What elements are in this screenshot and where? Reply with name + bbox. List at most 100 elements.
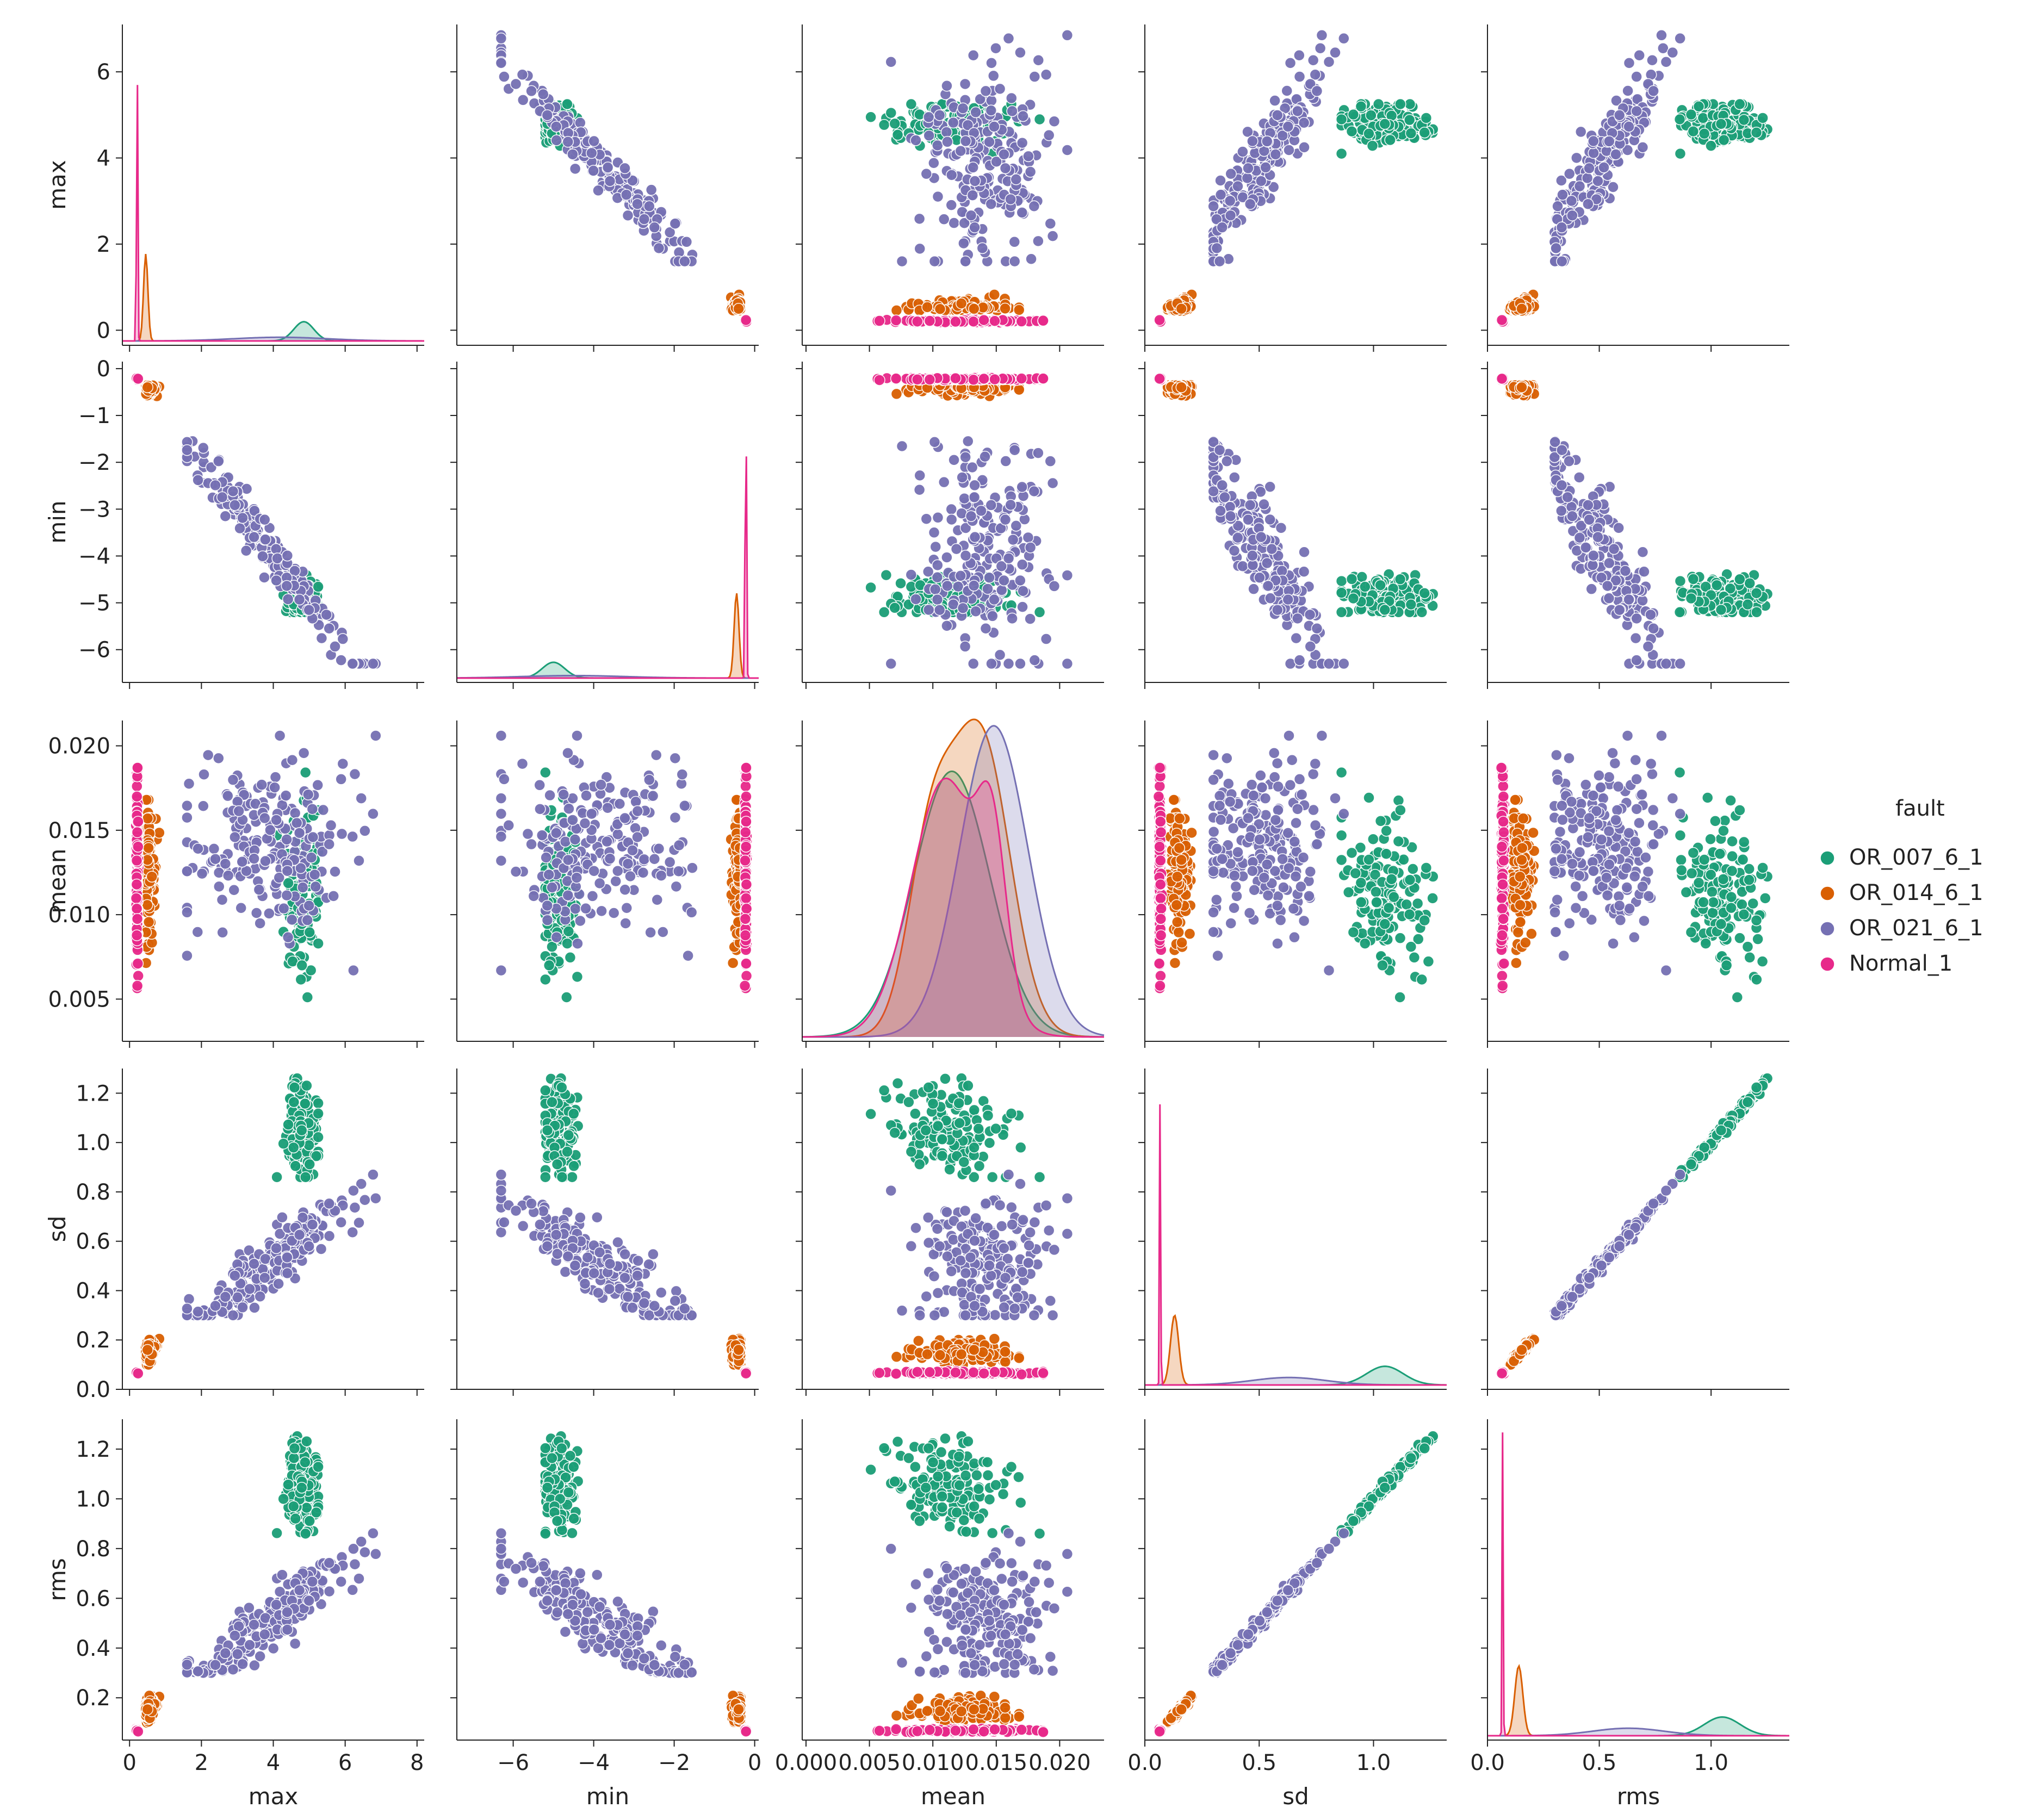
data-point-or-021-6-1-1-2-109	[1016, 481, 1028, 493]
data-point-or-021-6-1-0-2-183	[928, 255, 941, 268]
data-point-or-021-6-1-0-4-58	[1633, 49, 1645, 61]
data-point-or-021-6-1-0-3-198	[1311, 85, 1323, 97]
y-tick-label-min-1: −5	[78, 591, 110, 616]
data-point-or-021-6-1-1-2-179	[1002, 552, 1015, 564]
data-point-or-021-6-1-0-1-203	[562, 136, 574, 148]
data-point-or-014-6-1-0-2-36	[988, 289, 1001, 301]
data-point-or-021-6-1-0-4-202	[1623, 121, 1635, 133]
data-point-or-021-6-1-0-1-76	[569, 163, 581, 175]
data-point-or-021-6-1-0-1-191	[679, 255, 691, 268]
data-point-or-021-6-1-0-1-155	[638, 213, 650, 225]
data-point-or-021-6-1-1-3-209	[1272, 604, 1284, 616]
data-point-or-021-6-1-0-2-39	[1061, 29, 1074, 41]
data-point-or-021-6-1-0-2-58	[967, 49, 980, 61]
data-point-or-021-6-1-0-2-86	[958, 237, 970, 250]
data-point-or-021-6-1-1-3-184	[1214, 505, 1226, 517]
data-point-or-021-6-1-0-3-184	[1214, 175, 1226, 187]
data-point-or-021-6-1-1-2-127	[979, 451, 991, 463]
data-point-or-007-6-1-0-4-127	[1698, 128, 1710, 140]
data-point-or-021-6-1-1-2-92	[948, 454, 960, 466]
data-point-normal-1-1-2-139	[978, 372, 990, 385]
data-point-or-021-6-1-1-0-76	[258, 572, 270, 583]
data-point-or-021-6-1-0-4-188	[1564, 167, 1576, 180]
data-point-or-021-6-1-0-2-103	[945, 169, 958, 181]
y-tick-label-min-5: −1	[78, 403, 110, 428]
data-point-or-021-6-1-1-2-91	[952, 580, 964, 593]
data-point-or-021-6-1-1-2-144	[885, 657, 897, 670]
data-point-or-021-6-1-1-2-202	[988, 593, 1000, 606]
data-point-or-007-6-1-1-3-49	[1335, 587, 1348, 599]
data-point-or-021-6-1-1-3-98	[1258, 498, 1270, 511]
data-point-or-007-6-1-0-3-135	[1405, 127, 1417, 139]
data-point-or-021-6-1-0-3-207	[1247, 135, 1259, 147]
data-point-or-007-6-1-0-4-136	[1673, 113, 1686, 126]
data-point-or-021-6-1-0-2-203	[941, 136, 953, 148]
data-point-or-021-6-1-1-0-200	[270, 574, 282, 587]
data-point-or-021-6-1-0-2-208	[999, 162, 1012, 175]
data-point-normal-1-0-2-139	[978, 314, 990, 326]
data-point-or-021-6-1-1-3-144	[1323, 657, 1335, 670]
data-point-or-007-6-1-0-4-138	[1685, 108, 1697, 121]
data-point-or-021-6-1-0-4-187	[1582, 198, 1594, 210]
data-point-or-021-6-1-0-3-110	[1283, 144, 1295, 156]
data-point-or-021-6-1-0-2-196	[954, 145, 967, 157]
data-point-or-021-6-1-0-4-164	[1581, 172, 1594, 184]
data-point-or-021-6-1-1-0-154	[234, 522, 246, 535]
data-point-or-021-6-1-0-2-190	[969, 175, 981, 187]
data-point-or-021-6-1-1-2-110	[1061, 569, 1074, 581]
data-point-or-021-6-1-0-4-39	[1656, 29, 1668, 41]
data-point-or-021-6-1-1-2-58	[967, 657, 980, 670]
data-point-or-021-6-1-1-3-42	[1248, 583, 1260, 595]
data-point-or-007-6-1-0-2-122	[885, 107, 897, 119]
data-point-or-021-6-1-0-3-191	[1213, 255, 1226, 268]
data-point-or-021-6-1-1-2-170	[1028, 654, 1041, 666]
data-point-or-021-6-1-1-0-207	[281, 550, 294, 562]
data-point-or-021-6-1-0-2-144	[885, 56, 897, 68]
data-point-or-021-6-1-1-0-208	[258, 513, 271, 526]
data-point-or-021-6-1-0-3-144	[1323, 56, 1335, 68]
data-point-or-007-6-1-0-3-138	[1347, 108, 1360, 121]
data-point-or-021-6-1-1-2-13	[929, 541, 942, 553]
data-point-or-021-6-1-1-4-131	[1563, 455, 1575, 467]
data-point-or-021-6-1-0-3-187	[1244, 198, 1256, 210]
data-point-or-021-6-1-0-1-193	[510, 78, 522, 90]
data-point-or-007-6-1-1-0-123	[312, 581, 324, 593]
data-point-or-021-6-1-1-0-10	[315, 632, 328, 644]
data-point-or-021-6-1-1-2-116	[987, 610, 999, 622]
data-point-or-007-6-1-1-4-136	[1673, 606, 1686, 618]
data-point-or-021-6-1-1-2-184	[975, 505, 987, 517]
data-point-or-021-6-1-0-2-201	[965, 209, 977, 221]
data-point-or-007-6-1-1-3-95	[1394, 573, 1406, 586]
data-point-or-021-6-1-1-2-181	[1016, 558, 1028, 571]
data-point-or-007-6-1-1-4-137	[1715, 604, 1727, 616]
data-point-or-021-6-1-1-2-190	[969, 531, 981, 543]
data-point-or-021-6-1-1-3-149	[1304, 608, 1316, 621]
data-point-or-021-6-1-1-2-50	[1040, 633, 1052, 645]
data-point-or-021-6-1-1-0-165	[237, 512, 249, 524]
data-point-or-021-6-1-1-2-123	[994, 649, 1006, 661]
data-point-or-021-6-1-0-1-209	[541, 109, 554, 121]
data-point-or-021-6-1-0-1-10	[517, 94, 529, 106]
data-point-or-007-6-1-1-2-131	[889, 602, 901, 614]
data-point-or-021-6-1-0-2-34	[940, 126, 953, 138]
data-point-or-021-6-1-0-1-168	[587, 165, 599, 177]
data-point-or-021-6-1-1-2-187	[985, 499, 997, 511]
data-point-or-021-6-1-1-4-145	[1573, 471, 1585, 483]
data-point-or-021-6-1-0-2-186	[914, 243, 926, 255]
data-point-or-007-6-1-1-2-5	[880, 569, 892, 581]
data-point-or-007-6-1-1-4-89	[1744, 577, 1756, 589]
data-point-or-021-6-1-0-3-165	[1214, 189, 1227, 201]
data-point-or-021-6-1-1-2-118	[1000, 455, 1012, 467]
data-point-or-021-6-1-1-4-161	[1619, 565, 1632, 577]
data-point-or-021-6-1-0-1-166	[495, 57, 507, 69]
data-point-or-021-6-1-0-1-165	[620, 189, 633, 201]
data-point-or-021-6-1-0-3-170	[1293, 71, 1306, 83]
data-point-or-021-6-1-0-4-28	[1666, 46, 1679, 59]
data-point-or-021-6-1-1-2-143	[958, 492, 970, 505]
data-point-or-021-6-1-0-4-204	[1550, 242, 1562, 254]
data-point-normal-1-0-2-134	[890, 314, 902, 326]
data-point-or-007-6-1-1-3-136	[1335, 606, 1348, 618]
data-point-or-021-6-1-0-2-197	[983, 136, 995, 148]
data-point-or-021-6-1-0-2-123	[994, 83, 1006, 95]
data-point-or-014-6-1-1-3-139	[1175, 381, 1187, 393]
